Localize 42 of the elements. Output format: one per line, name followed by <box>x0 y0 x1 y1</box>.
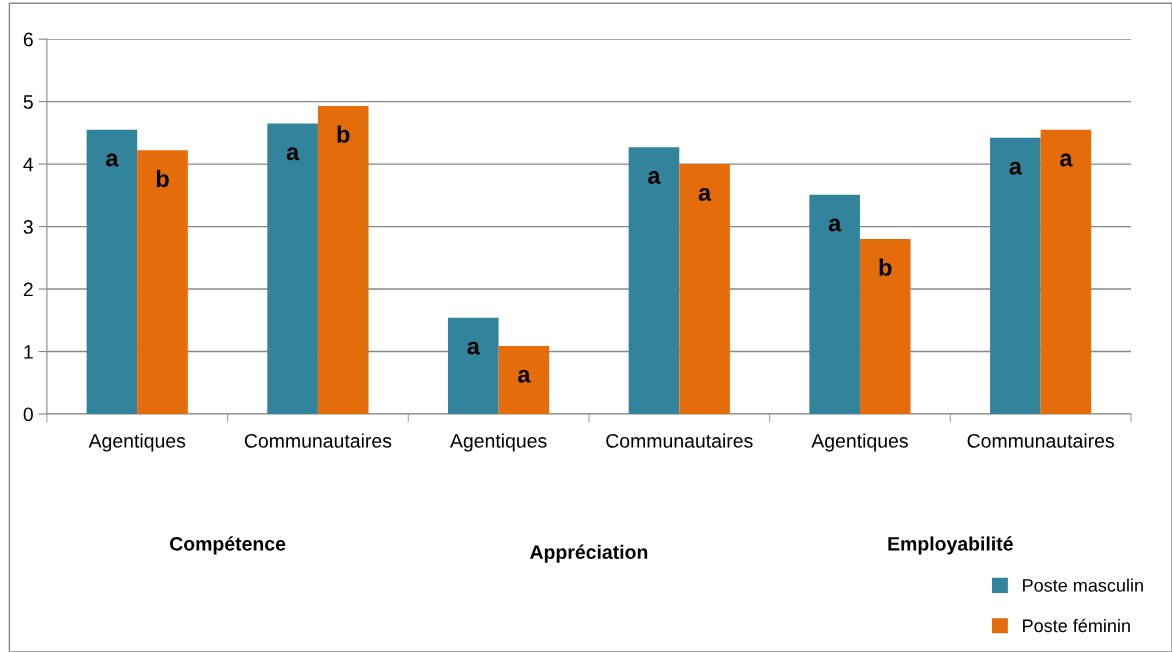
y-tick-label: 6 <box>23 32 33 47</box>
legend-label: Poste masculin <box>1023 578 1143 592</box>
data-label: a <box>1060 153 1073 167</box>
data-label: a <box>467 341 481 355</box>
bar <box>448 317 499 415</box>
data-label: b <box>156 169 169 188</box>
bar <box>267 123 318 415</box>
bar <box>859 239 911 415</box>
bar <box>137 150 188 415</box>
data-label: a <box>106 153 119 167</box>
x-tick-label: Agentiques <box>88 433 186 452</box>
x-tick-label: Communautaires <box>606 433 753 448</box>
data-label: a <box>286 147 300 161</box>
x-tick-label: Agentiques <box>449 433 547 452</box>
y-tick-label: 3 <box>23 220 33 234</box>
data-label: b <box>879 258 892 276</box>
y-tick-label: 2 <box>23 282 33 297</box>
x-tick-label: Communautaires <box>244 433 392 448</box>
y-tick-label: 0 <box>23 407 33 422</box>
x-tick-label: Agentiques <box>811 433 908 452</box>
text: Compétence <box>170 536 286 555</box>
bar <box>498 345 550 415</box>
bar <box>1040 129 1092 415</box>
y-tick-label: 1 <box>24 345 33 359</box>
data-label: a <box>828 218 842 232</box>
data-label: a <box>648 171 661 184</box>
legend-label: Poste féminin <box>1023 618 1130 633</box>
y-tick-label: 5 <box>23 95 33 109</box>
data-label: a <box>518 369 531 383</box>
bar <box>86 129 138 415</box>
data-label: b <box>337 125 350 143</box>
bar <box>628 147 680 415</box>
bar <box>809 194 860 415</box>
bar <box>317 105 369 415</box>
bar <box>990 137 1041 415</box>
text: Appréciation <box>530 544 648 563</box>
y-tick-label: 4 <box>23 157 34 172</box>
bar <box>679 164 730 415</box>
text: Employabilité <box>888 536 1013 555</box>
x-tick-label: Communautaires <box>967 433 1114 448</box>
data-label: a <box>1009 161 1023 175</box>
data-label: a <box>698 187 712 201</box>
